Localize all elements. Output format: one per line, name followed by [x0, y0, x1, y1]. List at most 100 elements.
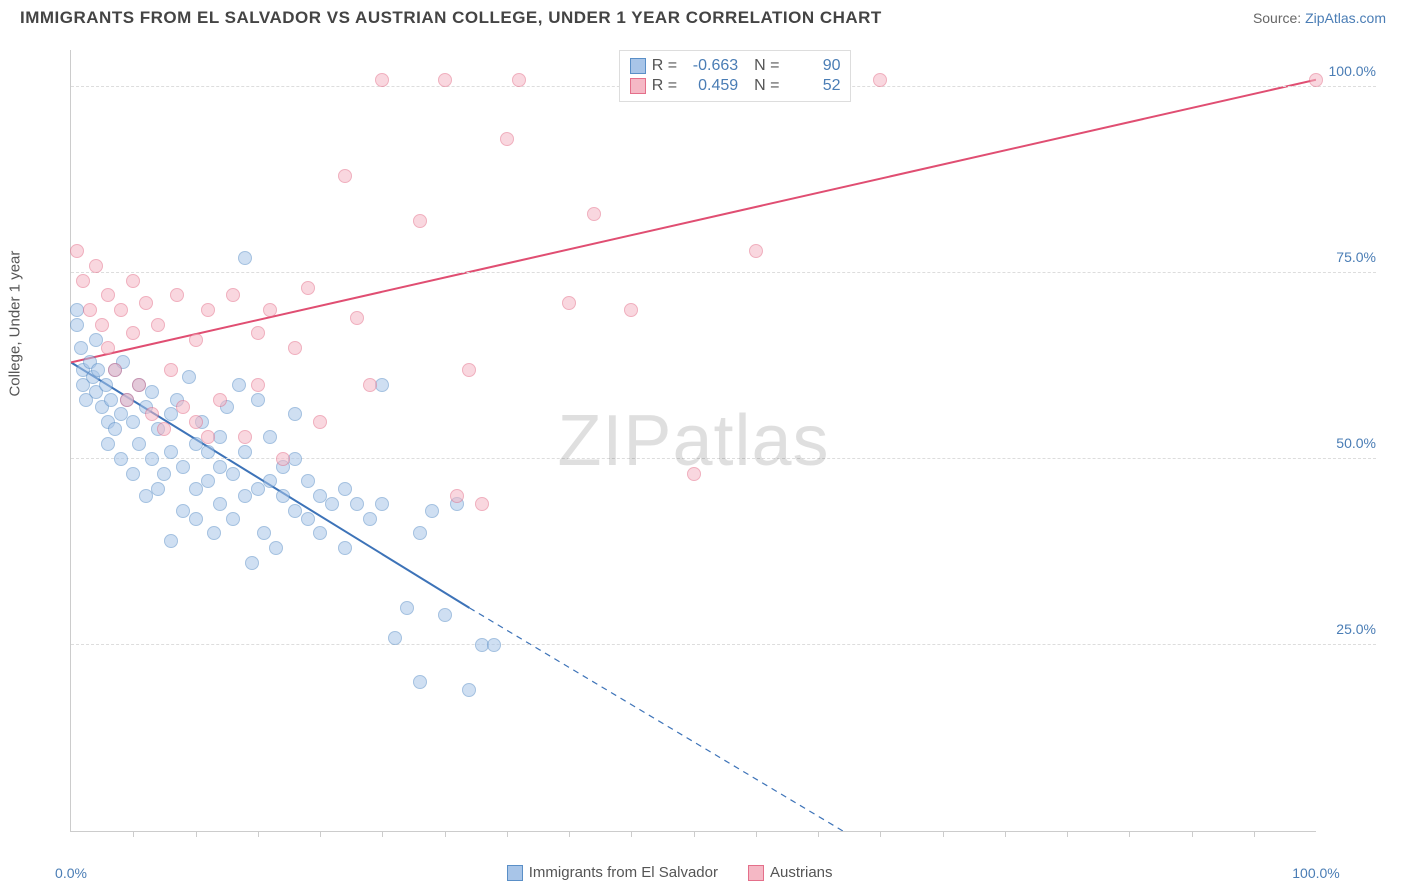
data-point	[251, 393, 265, 407]
data-point	[238, 251, 252, 265]
data-point	[189, 482, 203, 496]
gridline	[71, 644, 1376, 645]
x-tick	[818, 831, 819, 837]
chart-container: College, Under 1 year ZIPatlas R =-0.663…	[20, 40, 1386, 882]
data-point	[91, 363, 105, 377]
source-link[interactable]: ZipAtlas.com	[1305, 10, 1386, 26]
data-point	[587, 207, 601, 221]
data-point	[487, 638, 501, 652]
data-point	[164, 407, 178, 421]
data-point	[182, 370, 196, 384]
data-point	[500, 132, 514, 146]
data-point	[201, 445, 215, 459]
legend-row: R =-0.663N =90	[630, 57, 841, 75]
data-point	[288, 452, 302, 466]
data-point	[74, 341, 88, 355]
n-label: N =	[754, 77, 779, 95]
x-tick	[382, 831, 383, 837]
data-point	[189, 415, 203, 429]
y-tick-label: 25.0%	[1332, 621, 1376, 637]
data-point	[226, 512, 240, 526]
data-point	[114, 452, 128, 466]
data-point	[438, 73, 452, 87]
data-point	[363, 512, 377, 526]
data-point	[101, 341, 115, 355]
data-point	[101, 288, 115, 302]
data-point	[350, 311, 364, 325]
legend-label: Austrians	[770, 864, 833, 881]
data-point	[338, 169, 352, 183]
data-point	[400, 601, 414, 615]
data-point	[213, 497, 227, 511]
data-point	[462, 363, 476, 377]
data-point	[232, 378, 246, 392]
data-point	[108, 363, 122, 377]
data-point	[388, 631, 402, 645]
data-point	[238, 445, 252, 459]
x-tick	[1129, 831, 1130, 837]
data-point	[1309, 73, 1323, 87]
y-axis-label: College, Under 1 year	[7, 251, 24, 397]
data-point	[76, 274, 90, 288]
data-point	[245, 556, 259, 570]
y-tick-label: 100.0%	[1325, 63, 1376, 79]
x-tick	[258, 831, 259, 837]
legend-swatch	[507, 865, 523, 881]
data-point	[70, 244, 84, 258]
data-point	[512, 73, 526, 87]
data-point	[276, 489, 290, 503]
r-value: 0.459	[683, 77, 738, 95]
data-point	[151, 482, 165, 496]
data-point	[70, 318, 84, 332]
data-point	[288, 407, 302, 421]
data-point	[375, 73, 389, 87]
data-point	[126, 415, 140, 429]
data-point	[176, 460, 190, 474]
data-point	[157, 467, 171, 481]
data-point	[126, 274, 140, 288]
data-point	[624, 303, 638, 317]
data-point	[164, 534, 178, 548]
data-point	[189, 512, 203, 526]
data-point	[95, 318, 109, 332]
data-point	[301, 281, 315, 295]
data-point	[189, 333, 203, 347]
data-point	[145, 407, 159, 421]
x-tick	[320, 831, 321, 837]
data-point	[325, 497, 339, 511]
series-legend: Immigrants from El Salvador Austrians	[507, 864, 833, 881]
x-tick	[196, 831, 197, 837]
x-tick	[694, 831, 695, 837]
data-point	[201, 430, 215, 444]
data-point	[375, 378, 389, 392]
data-point	[83, 303, 97, 317]
r-value: -0.663	[683, 57, 738, 75]
data-point	[126, 326, 140, 340]
x-tick	[880, 831, 881, 837]
data-point	[126, 467, 140, 481]
data-point	[338, 541, 352, 555]
y-tick-label: 50.0%	[1332, 435, 1376, 451]
data-point	[276, 452, 290, 466]
data-point	[375, 497, 389, 511]
x-tick	[569, 831, 570, 837]
x-tick-label: 0.0%	[55, 865, 87, 881]
data-point	[145, 452, 159, 466]
data-point	[873, 73, 887, 87]
plot-area: ZIPatlas R =-0.663N =90R =0.459N =52 Imm…	[70, 50, 1316, 832]
data-point	[475, 497, 489, 511]
data-point	[132, 437, 146, 451]
data-point	[176, 400, 190, 414]
data-point	[120, 393, 134, 407]
x-tick	[1254, 831, 1255, 837]
y-tick-label: 75.0%	[1332, 249, 1376, 265]
data-point	[313, 415, 327, 429]
legend-item: Immigrants from El Salvador	[507, 864, 718, 881]
data-point	[269, 541, 283, 555]
n-value: 90	[785, 57, 840, 75]
chart-title: IMMIGRANTS FROM EL SALVADOR VS AUSTRIAN …	[20, 8, 882, 28]
legend-label: Immigrants from El Salvador	[529, 864, 718, 881]
legend-swatch	[748, 865, 764, 881]
data-point	[562, 296, 576, 310]
data-point	[363, 378, 377, 392]
